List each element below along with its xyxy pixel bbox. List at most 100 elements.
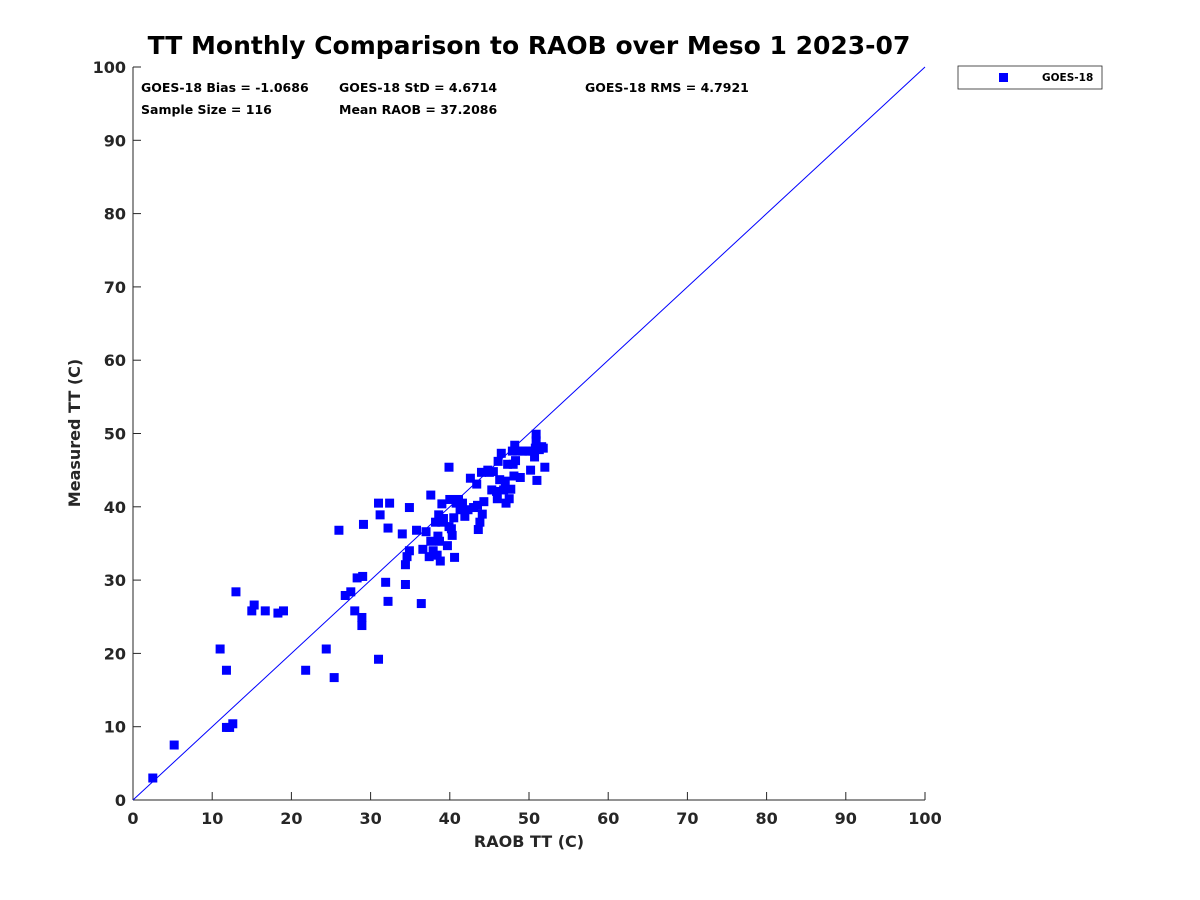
data-point [357,621,367,631]
data-point [435,536,445,546]
data-point [506,484,516,494]
x-tick-label: 50 [518,809,540,828]
x-axis-label: RAOB TT (C) [474,832,584,851]
legend-label: GOES-18 [1042,72,1093,84]
stat-std: GOES-18 StD = 4.6714 [339,80,497,95]
data-point [442,541,452,551]
stat-rms: GOES-18 RMS = 4.7921 [585,80,749,95]
data-point [510,440,520,450]
data-point [424,552,434,562]
y-tick-label: 80 [104,205,126,224]
data-point [455,505,465,515]
data-point [449,513,459,523]
legend: GOES-18 [957,65,1103,90]
data-point [321,644,331,654]
data-point [421,527,431,537]
data-point [432,550,442,560]
x-tick-label: 10 [201,809,223,828]
data-point [434,510,444,520]
stat-mean-raob: Mean RAOB = 37.2086 [339,102,497,117]
data-point [526,465,536,475]
data-point [492,486,502,496]
stats-annotations: GOES-18 Bias = -1.0686 GOES-18 StD = 4.6… [141,80,749,117]
data-point [509,471,519,481]
data-point [503,459,513,469]
data-point [278,606,288,616]
data-point [515,472,525,482]
data-point [352,573,362,583]
y-tick-label: 90 [104,131,126,150]
data-point [511,456,521,466]
data-point [479,497,489,507]
data-point [444,462,454,472]
data-point [418,544,428,554]
data-point [231,587,241,597]
data-point [496,448,506,458]
y-tick-label: 40 [104,498,126,517]
data-point [487,485,497,495]
data-point [340,590,350,600]
data-point [301,665,311,675]
one-to-one-line [132,66,926,801]
y-tick-label: 30 [104,571,126,590]
data-point [375,510,385,520]
reference-line-layer [132,66,926,801]
data-points-layer [148,429,550,783]
data-point [504,494,514,504]
data-point [383,596,393,606]
data-point [530,452,540,462]
x-tick-label: 40 [439,809,461,828]
data-point [426,490,436,500]
data-point [472,479,482,489]
x-tick-label: 0 [127,809,138,828]
data-point [475,517,485,527]
y-tick-label: 20 [104,644,126,663]
data-point [346,587,356,597]
data-point [383,523,393,533]
data-point [500,476,510,486]
data-point [400,560,410,570]
data-point [412,525,422,535]
y-tick-label: 50 [104,425,126,444]
data-point [457,498,467,508]
data-point [446,524,456,534]
data-point [540,462,550,472]
data-point [495,475,505,485]
data-point [531,436,541,446]
data-point [357,612,367,622]
y-tick-label: 100 [93,58,126,77]
data-point [221,665,231,675]
data-point [400,579,410,589]
data-point [473,525,483,535]
y-tick-label: 10 [104,718,126,737]
data-point [512,446,522,456]
data-point [215,644,225,654]
data-point [416,599,426,609]
chart-title: TT Monthly Comparison to RAOB over Meso … [148,31,911,60]
data-point [437,499,447,509]
x-tick-label: 80 [755,809,777,828]
data-point [350,606,360,616]
data-point [463,505,473,515]
data-point [381,577,391,587]
data-point [247,606,257,616]
data-point [493,456,503,466]
data-point [532,475,542,485]
data-point [473,500,483,510]
data-point [385,498,395,508]
x-tick-label: 70 [676,809,698,828]
data-point [435,556,445,566]
data-point [374,654,384,664]
y-axis-label: Measured TT (C) [65,359,84,507]
data-point [358,519,368,529]
y-tick-label: 0 [115,791,126,810]
data-point [148,773,158,783]
data-point [397,529,407,539]
data-point [433,531,443,541]
data-point [476,467,486,477]
data-point [477,509,487,519]
data-point [450,552,460,562]
data-point [499,485,509,495]
y-tick-label: 60 [104,351,126,370]
legend-marker [999,73,1008,82]
